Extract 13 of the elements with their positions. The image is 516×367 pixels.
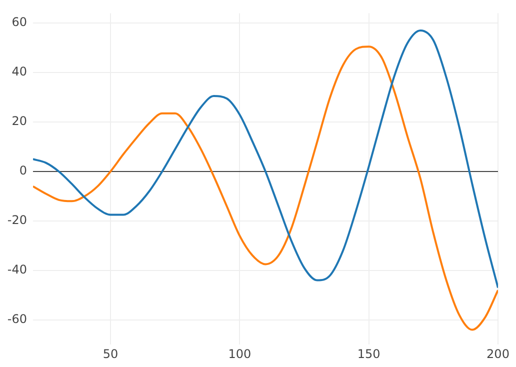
y-tick-label: -60 [7, 312, 27, 326]
y-tick-label: -20 [7, 213, 27, 228]
x-tick-label: 50 [102, 346, 118, 361]
x-tick-label: 100 [228, 346, 252, 361]
line-series [33, 46, 498, 331]
y-tick-label: 40 [12, 64, 27, 79]
y-tick-label: 20 [12, 114, 27, 128]
x-tick-label: 200 [486, 346, 510, 361]
y-tick-label: -40 [7, 262, 27, 277]
y-tick-label: 60 [12, 15, 27, 30]
y-tick-label: 0 [19, 164, 27, 178]
x-tick-label: 150 [357, 346, 380, 361]
line-series [33, 30, 498, 289]
